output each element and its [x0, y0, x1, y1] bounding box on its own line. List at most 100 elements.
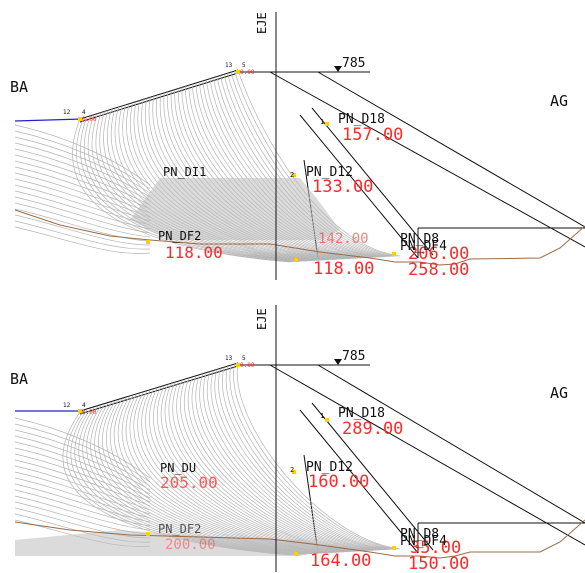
- bore-value: 200.00: [165, 537, 216, 553]
- left-label: BA: [10, 78, 28, 96]
- slip-curve: [14, 423, 151, 483]
- extra-value: 118.00: [313, 259, 374, 279]
- slip-curve: [14, 453, 151, 503]
- bore-name: PN_DF4: [400, 239, 447, 254]
- bore-value: 35.00: [410, 538, 461, 558]
- slip-curve: [233, 364, 398, 550]
- point-markers: [78, 363, 396, 556]
- right-label: AG: [550, 92, 568, 110]
- slip-curve: [183, 378, 366, 552]
- slip-curve: [207, 371, 381, 551]
- slip-curve: [225, 366, 393, 550]
- filled-zone: [15, 530, 330, 556]
- slip-curve: [14, 214, 151, 246]
- bore-value: 205.00: [160, 473, 218, 492]
- bore-number: 2: [290, 466, 294, 474]
- bore-name: PN_DI1: [163, 165, 206, 179]
- bore-name: PN_DF4: [400, 534, 447, 549]
- crest-point: 5: [242, 355, 246, 362]
- slip-curve: [14, 441, 151, 495]
- upstream-station: 12: [63, 402, 71, 409]
- slip-curve: [172, 381, 359, 552]
- slip-curve: [72, 118, 291, 263]
- slip-curve: [14, 417, 151, 479]
- filled-zone: [130, 178, 340, 240]
- slip-curve: [14, 447, 151, 499]
- slip-curve: [14, 136, 151, 194]
- terrain-line: [14, 519, 585, 559]
- bore-name: PN_D8: [400, 527, 439, 542]
- crest-point: 5: [242, 62, 246, 69]
- slip-curve: [14, 226, 151, 254]
- upstream-point: 4: [82, 402, 86, 409]
- slip-curve: [14, 208, 151, 242]
- slip-curve: [14, 471, 151, 515]
- slip-curve: [14, 459, 151, 507]
- bore-name: PN_D12: [306, 165, 353, 180]
- axis-label: EJE: [255, 12, 269, 34]
- slip-curve: [14, 495, 151, 531]
- slip-curve: [14, 166, 151, 214]
- bore-name: PN_DF2: [158, 522, 201, 536]
- slip-curve: [14, 435, 151, 491]
- crest-value: 0.00: [240, 69, 255, 76]
- bore-value: 133.00: [312, 177, 373, 197]
- slip-curve: [14, 429, 151, 487]
- slip-curve: [199, 373, 376, 551]
- slip-curve: [236, 362, 401, 550]
- bore-name: PN_D8: [400, 232, 439, 247]
- panel-bottom: EJE BA AG 785 13 5 0.00 12 4 0.00 1 PN_D…: [10, 305, 585, 573]
- bore-value: 150.00: [408, 554, 469, 573]
- slip-curve: [14, 465, 151, 511]
- slip-curve: [218, 368, 388, 551]
- slip-curve: [14, 124, 151, 186]
- slip-curve: [121, 395, 327, 554]
- bore-value: 289.00: [342, 419, 403, 439]
- slip-curve: [214, 369, 386, 551]
- bore-name: PN_DF2: [158, 229, 201, 243]
- elevation-label: 785: [342, 56, 365, 71]
- bore-name: PN_D12: [306, 460, 353, 475]
- bore-name: PN_D18: [338, 112, 385, 127]
- elevation-marker: [318, 66, 370, 73]
- axis-label: EJE: [255, 308, 269, 330]
- bore-value: 160.00: [308, 472, 369, 492]
- slip-curve: [14, 196, 151, 234]
- crest-value: 0.00: [240, 362, 255, 369]
- bore-number: 1: [320, 412, 324, 420]
- bore-name: PN_DU: [160, 461, 196, 475]
- slip-curve: [229, 365, 396, 550]
- slip-surface-fan: [14, 362, 401, 556]
- bore-value: 206.00: [408, 244, 469, 264]
- elevation-marker: [318, 359, 370, 366]
- elevation-label: 785: [342, 349, 365, 364]
- slip-curve: [168, 382, 357, 552]
- slip-curve: [14, 142, 151, 198]
- slip-curve: [14, 202, 151, 238]
- slip-curve: [14, 148, 151, 202]
- slip-curve: [14, 489, 151, 527]
- slip-curve: [14, 501, 151, 535]
- slip-curve: [14, 190, 151, 230]
- slip-curve: [14, 220, 151, 250]
- slip-curve: [14, 160, 151, 210]
- slip-curve: [187, 377, 369, 552]
- slip-curve: [203, 372, 379, 551]
- slip-curve: [14, 130, 151, 190]
- extra-value: 164.00: [310, 551, 371, 571]
- point-markers: [78, 70, 396, 262]
- upstream-value: 0.00: [82, 116, 97, 123]
- terrain-line: [14, 209, 585, 266]
- crest-station: 13: [225, 62, 233, 69]
- slip-curve: [195, 374, 374, 551]
- slip-curve: [176, 380, 361, 552]
- panel-top: EJE BA AG 785 13 5 0.00 12 4 0.00 1 PN_D…: [10, 12, 585, 280]
- upstream-value: 0.00: [82, 409, 97, 416]
- upstream-station: 12: [63, 109, 71, 116]
- bore-number: 1: [320, 118, 324, 126]
- left-label: BA: [10, 370, 28, 388]
- upstream-point: 4: [82, 109, 86, 116]
- right-label: AG: [550, 384, 568, 402]
- slip-curve: [180, 379, 364, 552]
